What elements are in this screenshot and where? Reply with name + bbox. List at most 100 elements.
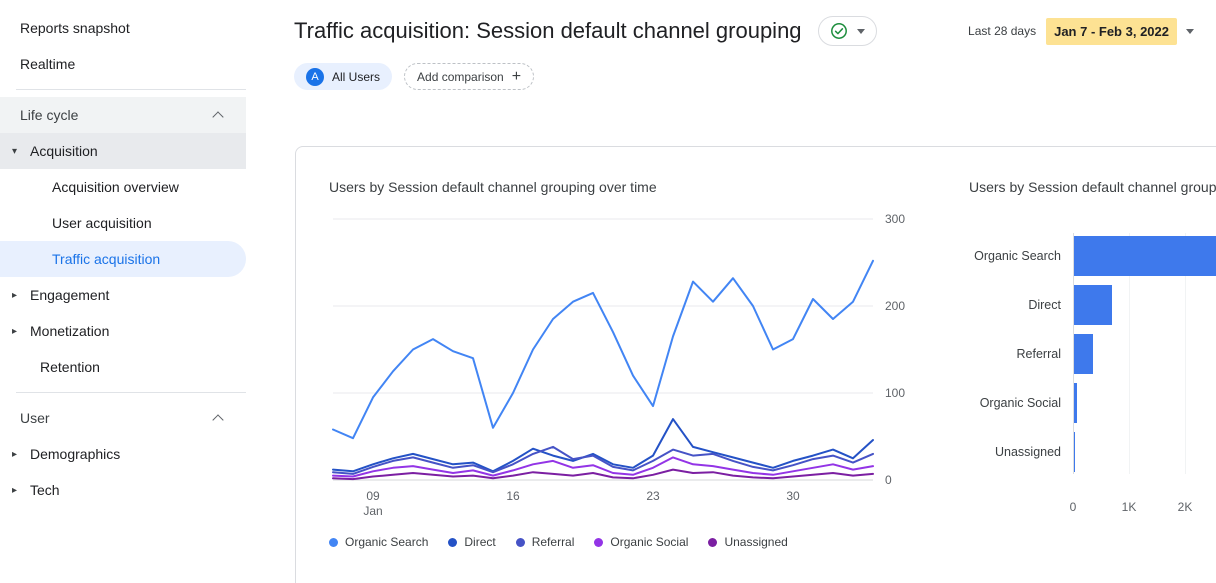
sidebar-item-label: Traffic acquisition: [52, 251, 161, 267]
page-title: Traffic acquisition: Session default cha…: [294, 18, 802, 43]
comparison-chips-row: A All Users Add comparison +: [294, 63, 1216, 90]
bar-xtick-label: 1K: [1121, 500, 1137, 514]
add-comparison-chip[interactable]: Add comparison +: [404, 63, 535, 90]
legend-dot-icon: [448, 537, 458, 547]
plus-icon: +: [511, 67, 522, 85]
sidebar-item-life-cycle[interactable]: Life cycle: [0, 97, 246, 133]
bar-area: [1073, 382, 1216, 423]
bar-xtick-label: 0: [1069, 500, 1077, 514]
line-chart-block: Users by Session default channel groupin…: [329, 177, 939, 549]
svg-text:23: 23: [646, 489, 660, 503]
bar-row-organic-search: Organic Search: [969, 231, 1216, 280]
sidebar-item-label: Tech: [30, 482, 60, 498]
bar-row-direct: Direct: [969, 280, 1216, 329]
svg-text:Jan: Jan: [363, 504, 382, 518]
bar-row-organic-social: Organic Social: [969, 378, 1216, 427]
bar-category-label: Direct: [1028, 297, 1061, 312]
date-range-value: Jan 7 - Feb 3, 2022: [1046, 17, 1177, 45]
chevron-up-icon[interactable]: [212, 413, 224, 426]
report-header: Traffic acquisition: Session default cha…: [246, 0, 1216, 46]
sidebar-item-label: User acquisition: [52, 215, 152, 231]
bar-organic-search: [1073, 235, 1216, 276]
line-series-referral: [332, 445, 874, 475]
sidebar-item-label: Acquisition: [30, 143, 98, 159]
bar-area: [1073, 431, 1216, 472]
svg-text:300: 300: [885, 212, 905, 226]
collapse-arrow-icon[interactable]: ▾: [12, 145, 18, 157]
bar-category-label: Unassigned: [994, 444, 1061, 459]
sidebar-item-label: Monetization: [30, 323, 110, 339]
bar-row-unassigned: Unassigned: [969, 427, 1216, 476]
sidebar-item-tech[interactable]: ▸ Tech: [0, 472, 246, 508]
chevron-down-icon: [856, 28, 865, 34]
bar-gridline: [1129, 233, 1130, 474]
line-series-organic-social: [332, 456, 874, 478]
add-comparison-label: Add comparison: [417, 69, 504, 84]
date-range-picker[interactable]: Last 28 days Jan 7 - Feb 3, 2022: [968, 17, 1194, 45]
date-range-preset-label: Last 28 days: [968, 24, 1037, 38]
bar-category-label: Organic Social: [979, 395, 1061, 410]
bar-referral: [1073, 333, 1093, 374]
sidebar-item-label: Life cycle: [20, 107, 79, 123]
bar-area: [1073, 235, 1216, 276]
svg-text:0: 0: [885, 473, 892, 487]
legend-item-direct: Direct: [448, 535, 496, 549]
bar-axis-line: [1073, 233, 1074, 474]
line-chart-title: Users by Session default channel groupin…: [329, 179, 657, 195]
sidebar-item-label: Demographics: [30, 446, 121, 462]
bar-category-label: Organic Search: [974, 248, 1061, 263]
sidebar-item-realtime[interactable]: Realtime: [0, 46, 246, 82]
sidebar-item-user-acquisition[interactable]: User acquisition: [0, 205, 246, 241]
sidebar-item-retention[interactable]: Retention: [0, 349, 246, 385]
sidebar-item-label: Retention: [40, 359, 100, 375]
legend-item-organic-search: Organic Search: [329, 535, 428, 549]
sidebar-item-acquisition[interactable]: ▾ Acquisition: [0, 133, 246, 169]
sidebar-item-traffic-acquisition[interactable]: Traffic acquisition: [0, 241, 246, 277]
sidebar-item-label: Acquisition overview: [52, 179, 179, 195]
bar-area: [1073, 333, 1216, 374]
line-chart: 0 100 200 300 09 Jan 16 23 30: [329, 209, 939, 521]
svg-text:30: 30: [786, 489, 800, 503]
expand-arrow-icon[interactable]: ▸: [12, 325, 18, 337]
sidebar-item-demographics[interactable]: ▸ Demographics: [0, 436, 246, 472]
bar-chart-block: Users by Session default channel groupin…: [969, 177, 1216, 516]
report-status-dropdown[interactable]: [817, 16, 877, 46]
svg-text:09: 09: [366, 489, 380, 503]
expand-arrow-icon[interactable]: ▸: [12, 448, 18, 460]
report-card: Users by Session default channel groupin…: [295, 146, 1216, 583]
legend-label: Organic Social: [610, 535, 689, 549]
sidebar-divider: [16, 392, 246, 393]
legend-dot-icon: [329, 537, 338, 547]
sidebar-item-user[interactable]: User: [0, 400, 246, 436]
sidebar-item-reports-snapshot[interactable]: Reports snapshot: [0, 10, 246, 46]
sidebar-divider: [16, 89, 246, 90]
legend-dot-icon: [708, 537, 718, 547]
sidebar-item-label: Engagement: [30, 287, 110, 303]
legend-item-unassigned: Unassigned: [708, 535, 788, 549]
sidebar-item-acquisition-overview[interactable]: Acquisition overview: [0, 169, 246, 205]
sidebar-nav: Reports snapshot Realtime Life cycle ▾ Acqui…: [0, 0, 246, 583]
bar-direct: [1073, 284, 1112, 325]
chevron-up-icon[interactable]: [212, 110, 224, 123]
legend-dot-icon: [594, 537, 604, 547]
legend-label: Unassigned: [724, 535, 788, 549]
sidebar-item-engagement[interactable]: ▸ Engagement: [0, 277, 246, 313]
bar-xaxis-ticks: 0 1K 2K: [969, 500, 1216, 516]
line-series-organic-search: [332, 259, 874, 440]
sidebar-item-monetization[interactable]: ▸ Monetization: [0, 313, 246, 349]
bar-category-label: Referral: [1016, 346, 1061, 361]
expand-arrow-icon[interactable]: ▸: [12, 484, 18, 496]
expand-arrow-icon[interactable]: ▸: [12, 289, 18, 301]
avatar: A: [306, 67, 324, 86]
line-series-unassigned: [332, 468, 874, 481]
all-users-chip[interactable]: A All Users: [294, 63, 393, 90]
main-content: Traffic acquisition: Session default cha…: [246, 0, 1216, 583]
chevron-down-icon: [1186, 28, 1194, 34]
bar-unassigned: [1073, 431, 1075, 472]
legend-item-referral: Referral: [515, 535, 574, 549]
sidebar-item-label: Reports snapshot: [20, 20, 130, 36]
legend-item-organic-social: Organic Social: [594, 535, 688, 549]
legend-dot-icon: [515, 537, 525, 547]
